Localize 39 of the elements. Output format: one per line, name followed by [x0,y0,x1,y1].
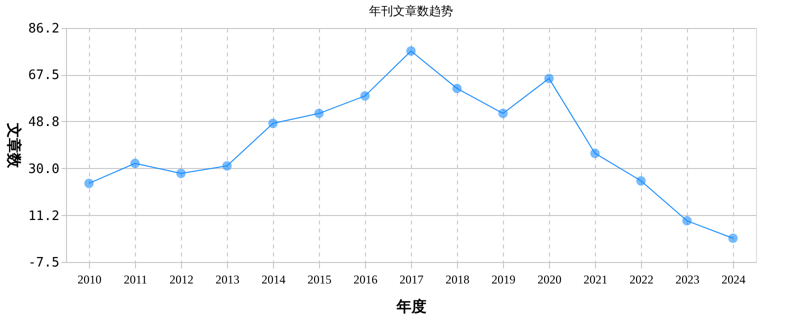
x-tick-label: 2013 [216,272,240,286]
chart-title: 年刊文章数趋势 [369,4,453,18]
x-tick-label: 2012 [170,272,194,286]
point [498,108,508,118]
point [682,216,692,226]
point [268,118,278,128]
x-tick-label: 2020 [538,272,562,286]
point [222,161,232,171]
x-tick-label: 2019 [492,272,516,286]
y-tick-label: 11.2 [28,208,60,224]
point [84,178,94,188]
point [406,46,416,56]
y-tick-label: 86.2 [28,22,60,36]
x-tick-label: 2010 [78,272,102,286]
point [130,158,140,168]
point [636,176,646,186]
x-tick-label: 2022 [630,272,654,286]
x-tick-label: 2017 [400,272,424,286]
point [314,108,324,118]
x-tick-label: 2015 [308,272,332,286]
x-axis-title: 年度 [396,298,426,316]
y-tick-label: 48.8 [28,114,60,130]
x-tick-label: 2024 [722,272,746,286]
x-tick-label: 2018 [446,272,470,286]
x-tick-label: 2016 [354,272,378,286]
point [360,91,370,101]
y-tick-label: -7.5 [28,256,60,270]
y-tick-label: 30.0 [28,162,60,177]
x-tick-label: 2014 [262,272,286,286]
x-tick-label: 2011 [124,272,148,286]
y-tick-label: 67.5 [28,68,60,84]
x-tick-label: 2023 [676,272,700,286]
point [728,234,738,244]
point [590,148,600,158]
point [176,168,186,178]
y-axis-title: 文章数 [5,122,24,169]
x-tick-label: 2021 [584,272,608,286]
point [544,74,554,84]
point [452,84,462,94]
